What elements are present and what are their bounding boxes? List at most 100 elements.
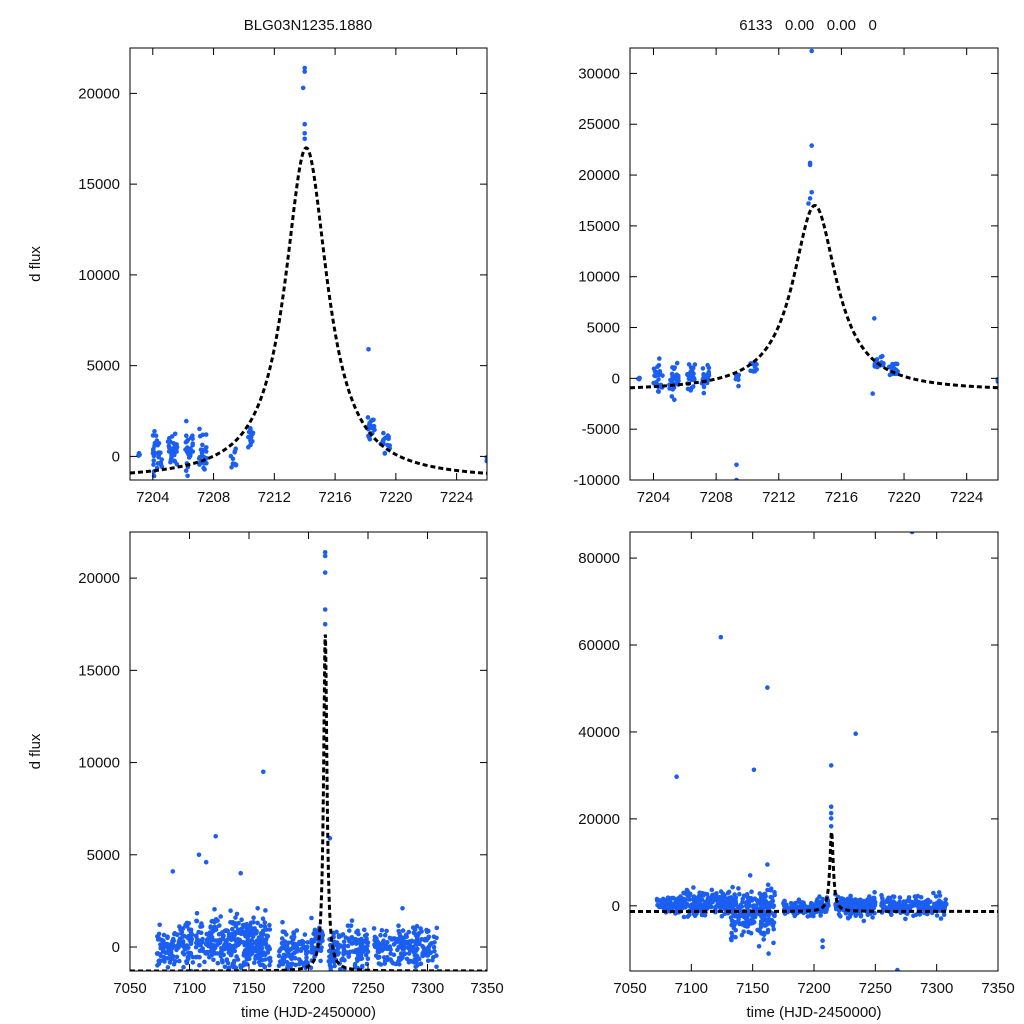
data-point bbox=[211, 927, 217, 932]
data-point bbox=[691, 375, 697, 381]
data-point bbox=[678, 894, 683, 899]
data-point bbox=[400, 953, 405, 959]
data-point bbox=[348, 923, 354, 928]
data-point bbox=[197, 426, 202, 432]
data-point bbox=[387, 944, 393, 949]
data-point bbox=[870, 915, 875, 920]
data-point bbox=[221, 952, 226, 958]
data-point bbox=[193, 954, 199, 960]
data-point bbox=[240, 971, 245, 976]
data-point bbox=[828, 763, 834, 768]
data-point bbox=[230, 926, 235, 932]
data-point bbox=[416, 931, 422, 936]
data-point bbox=[885, 897, 890, 903]
data-point bbox=[347, 949, 353, 955]
data-point bbox=[884, 905, 890, 911]
data-point bbox=[701, 372, 706, 377]
data-point bbox=[382, 450, 388, 456]
data-point bbox=[181, 964, 186, 970]
data-point bbox=[431, 934, 437, 939]
data-point bbox=[267, 922, 272, 928]
data-point bbox=[768, 887, 773, 893]
data-point bbox=[220, 978, 225, 983]
data-point bbox=[185, 473, 190, 479]
data-point bbox=[398, 934, 403, 939]
data-point bbox=[922, 900, 927, 905]
data-point bbox=[402, 944, 408, 950]
data-point bbox=[377, 954, 382, 960]
data-point bbox=[385, 940, 390, 945]
data-point bbox=[828, 804, 834, 809]
y-tick-label: 0 bbox=[112, 939, 120, 956]
data-point bbox=[203, 480, 208, 485]
data-point bbox=[157, 958, 162, 963]
x-tick-label: 7212 bbox=[762, 489, 795, 506]
data-point bbox=[280, 959, 286, 964]
data-point bbox=[240, 975, 245, 980]
data-point bbox=[905, 905, 910, 911]
data-point bbox=[197, 460, 203, 466]
data-point bbox=[332, 963, 337, 969]
data-point bbox=[190, 449, 196, 454]
data-point bbox=[364, 936, 369, 941]
data-point bbox=[381, 430, 386, 436]
data-point bbox=[887, 372, 893, 378]
data-point bbox=[159, 464, 165, 470]
data-point bbox=[279, 936, 285, 941]
data-points-bottom-right bbox=[654, 532, 949, 971]
title-left: BLG03N1235.1880 bbox=[244, 17, 372, 34]
data-point bbox=[768, 894, 773, 900]
data-point bbox=[670, 374, 675, 379]
data-point bbox=[249, 942, 254, 948]
data-point bbox=[280, 955, 286, 961]
data-point bbox=[691, 894, 697, 899]
plot-frame bbox=[129, 531, 488, 972]
data-point bbox=[796, 897, 802, 902]
data-point bbox=[874, 357, 880, 362]
data-point bbox=[807, 196, 813, 201]
data-point bbox=[260, 928, 266, 934]
data-point bbox=[313, 936, 319, 942]
data-point bbox=[204, 445, 209, 450]
data-point bbox=[418, 961, 424, 966]
x-tick-label: 7350 bbox=[470, 980, 503, 997]
data-point bbox=[231, 943, 237, 949]
data-point bbox=[188, 936, 193, 941]
data-point bbox=[765, 882, 771, 888]
x-tick-label: 7350 bbox=[981, 980, 1014, 997]
data-point bbox=[156, 936, 162, 941]
data-point bbox=[706, 365, 712, 371]
y-axis-label: d flux bbox=[27, 733, 44, 769]
x-tick-label: 7204 bbox=[136, 489, 169, 506]
data-point bbox=[152, 429, 157, 434]
data-point bbox=[165, 956, 170, 961]
data-point bbox=[222, 946, 228, 952]
data-point bbox=[792, 901, 798, 906]
data-point bbox=[180, 940, 186, 946]
data-point bbox=[366, 347, 371, 352]
data-point bbox=[751, 368, 756, 374]
data-point bbox=[755, 899, 761, 905]
data-point bbox=[711, 892, 716, 898]
data-point bbox=[200, 442, 205, 448]
data-point bbox=[434, 964, 439, 970]
data-point bbox=[279, 945, 285, 951]
data-point bbox=[739, 932, 745, 938]
data-point bbox=[746, 895, 752, 901]
data-point bbox=[927, 899, 932, 904]
data-point bbox=[736, 886, 741, 891]
data-point bbox=[345, 923, 351, 928]
data-point bbox=[233, 462, 239, 468]
data-points-top-left bbox=[136, 65, 487, 485]
data-point bbox=[163, 950, 168, 955]
data-point bbox=[769, 899, 774, 905]
data-point bbox=[162, 959, 167, 964]
data-point bbox=[925, 905, 931, 911]
data-point bbox=[228, 908, 233, 913]
data-point bbox=[211, 957, 216, 963]
data-point bbox=[362, 927, 367, 933]
data-point bbox=[689, 385, 694, 391]
data-point bbox=[400, 938, 406, 943]
data-point bbox=[744, 892, 750, 897]
data-point bbox=[917, 912, 923, 917]
